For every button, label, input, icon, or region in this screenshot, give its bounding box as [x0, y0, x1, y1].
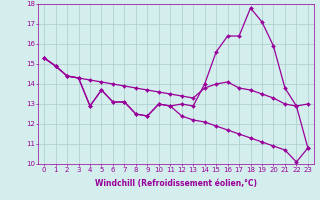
- X-axis label: Windchill (Refroidissement éolien,°C): Windchill (Refroidissement éolien,°C): [95, 179, 257, 188]
